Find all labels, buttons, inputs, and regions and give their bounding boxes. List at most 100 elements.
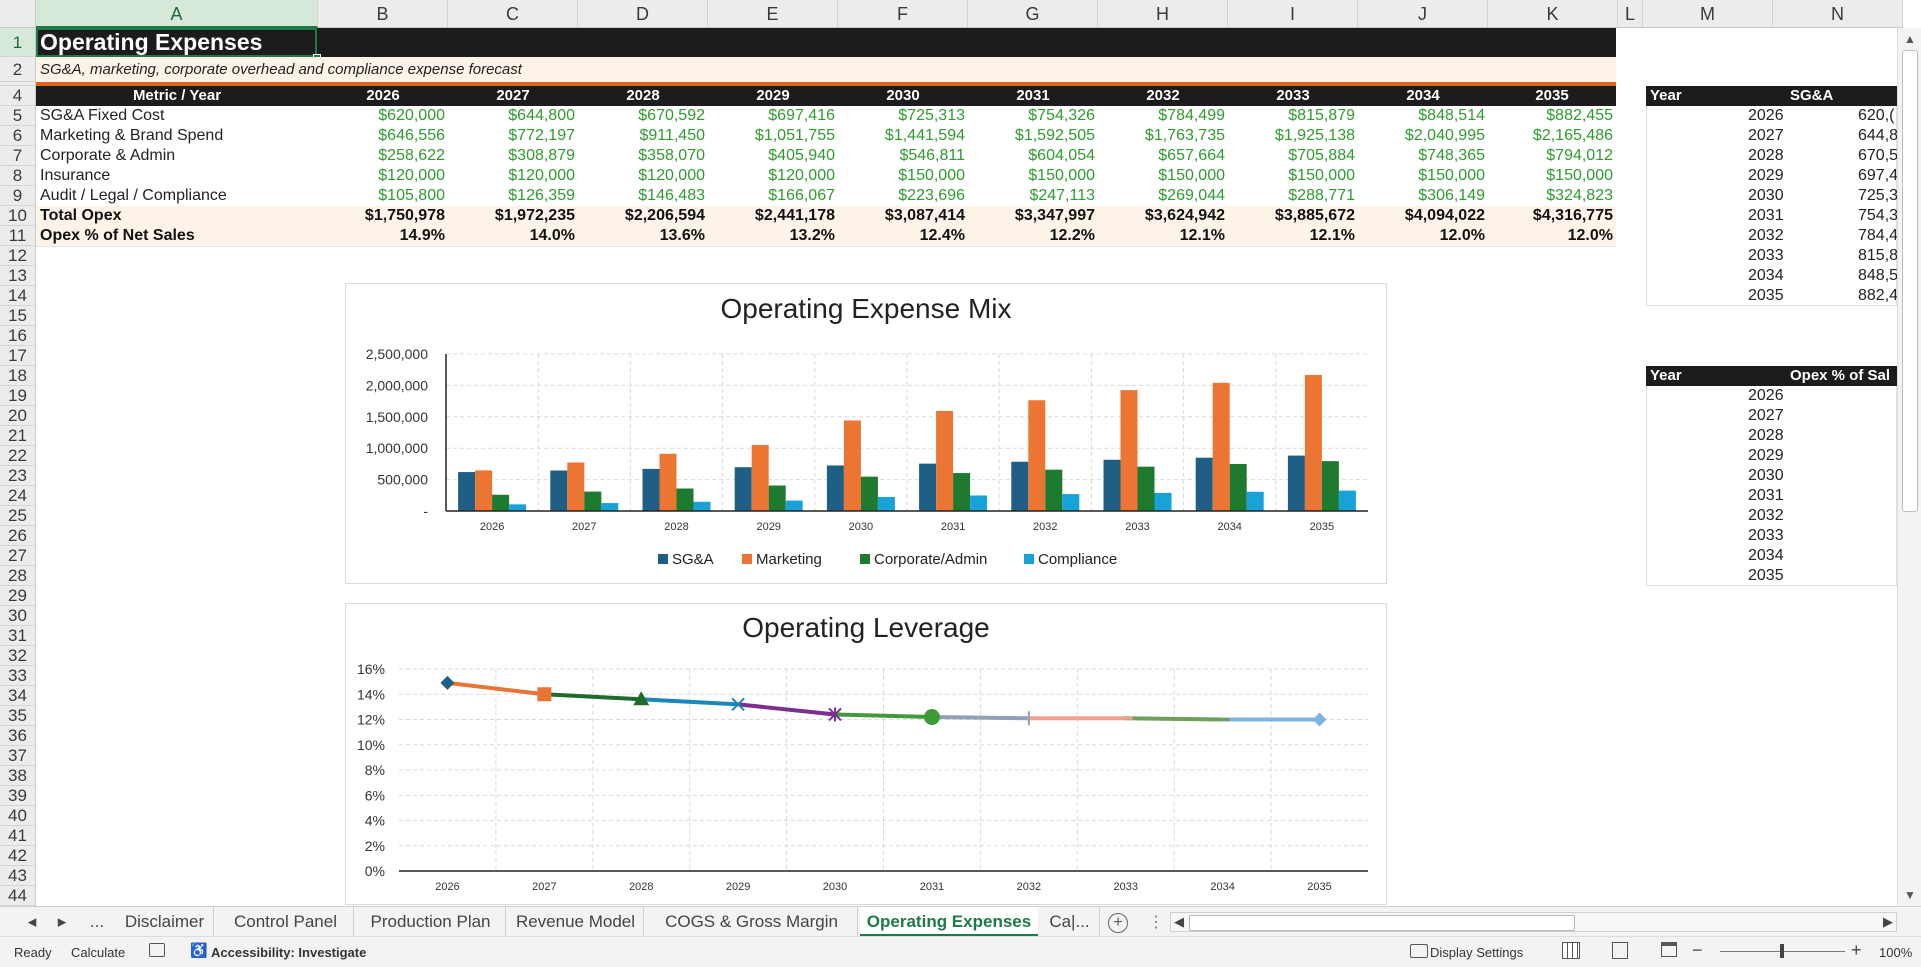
tab-split-handle-icon[interactable]: ⋮ — [1148, 914, 1164, 931]
scroll-thumb[interactable] — [1902, 50, 1918, 512]
bar-corporate-admin-2035 — [1321, 461, 1339, 511]
sheet-tab-disclaimer[interactable]: Disclaimer — [116, 907, 214, 937]
row-header-14[interactable]: 14 — [0, 286, 36, 306]
page-layout-view-icon[interactable] — [1612, 942, 1628, 959]
column-header-b[interactable]: B — [318, 0, 448, 28]
row-header-1[interactable]: 1 — [0, 28, 36, 57]
macro-record-icon[interactable] — [149, 943, 165, 957]
column-header-g[interactable]: G — [968, 0, 1098, 28]
row-header-25[interactable]: 25 — [0, 506, 36, 526]
column-header-i[interactable]: I — [1228, 0, 1358, 28]
tab-next-button[interactable]: ▸ — [57, 912, 67, 931]
row-header-18[interactable]: 18 — [0, 366, 36, 386]
sheet-tab-revenue-model[interactable]: Revenue Model — [508, 907, 644, 937]
zoom-slider-thumb[interactable] — [1780, 944, 1784, 958]
row-header-37[interactable]: 37 — [0, 746, 36, 766]
row-header-8[interactable]: 8 — [0, 166, 36, 186]
scroll-right-arrow[interactable]: ▶ — [1883, 914, 1893, 929]
operating-expense-mix-chart[interactable]: Operating Expense Mix - 500,000 1,000,000 1,… — [345, 283, 1387, 584]
scroll-left-arrow[interactable]: ◀ — [1174, 914, 1184, 929]
row-header-32[interactable]: 32 — [0, 646, 36, 666]
row-header-40[interactable]: 40 — [0, 806, 36, 826]
add-sheet-icon[interactable]: + — [1108, 913, 1128, 933]
row-header-9[interactable]: 9 — [0, 186, 36, 206]
row-header-17[interactable]: 17 — [0, 346, 36, 366]
table-value-cell: $120,000 — [508, 167, 575, 184]
vertical-scrollbar[interactable]: ▲ ▼ — [1897, 28, 1921, 906]
row-header-10[interactable]: 10 — [0, 206, 36, 226]
zoom-level[interactable]: 100% — [1879, 945, 1913, 960]
sheet-tab-production-plan[interactable]: Production Plan — [356, 907, 506, 937]
row-header-34[interactable]: 34 — [0, 686, 36, 706]
sheet-tab-ca[interactable]: Ca|... — [1040, 907, 1100, 937]
row-header-31[interactable]: 31 — [0, 626, 36, 646]
selected-cell-a1[interactable] — [36, 28, 317, 57]
row-header-28[interactable]: 28 — [0, 566, 36, 586]
row-header-13[interactable]: 13 — [0, 266, 36, 286]
row-header-2[interactable]: 2 — [0, 57, 36, 82]
sheet-tab-control-panel[interactable]: Control Panel — [218, 907, 354, 937]
row-header-27[interactable]: 27 — [0, 546, 36, 566]
row-header-23[interactable]: 23 — [0, 466, 36, 486]
row-header-6[interactable]: 6 — [0, 126, 36, 146]
scroll-down-arrow[interactable]: ▼ — [1904, 888, 1916, 902]
row-header-20[interactable]: 20 — [0, 406, 36, 426]
row-header-42[interactable]: 42 — [0, 846, 36, 866]
row-header-29[interactable]: 29 — [0, 586, 36, 606]
column-header-c[interactable]: C — [448, 0, 578, 28]
row-header-24[interactable]: 24 — [0, 486, 36, 506]
row-header-3[interactable]: 3 — [0, 82, 36, 86]
row-header-36[interactable]: 36 — [0, 726, 36, 746]
column-header-l[interactable]: L — [1618, 0, 1643, 28]
row-header-26[interactable]: 26 — [0, 526, 36, 546]
accessibility-icon[interactable]: ♿ — [190, 942, 208, 958]
row-header-43[interactable]: 43 — [0, 866, 36, 886]
display-settings-icon[interactable] — [1410, 944, 1428, 958]
normal-view-icon[interactable] — [1562, 942, 1580, 959]
tab-prev-button[interactable]: ◂ — [27, 912, 37, 931]
sheet-tab-cogs-gross-margin[interactable]: COGS & Gross Margin — [646, 907, 858, 937]
row-header-12[interactable]: 12 — [0, 246, 36, 266]
column-header-e[interactable]: E — [708, 0, 838, 28]
row-header-44[interactable]: 44 — [0, 886, 36, 906]
column-header-d[interactable]: D — [578, 0, 708, 28]
horizontal-scrollbar[interactable]: ◀ ▶ — [1170, 912, 1897, 932]
row-header-11[interactable]: 11 — [0, 226, 36, 246]
row-header-41[interactable]: 41 — [0, 826, 36, 846]
marker-2029 — [731, 697, 745, 712]
scroll-up-arrow[interactable]: ▲ — [1904, 32, 1916, 46]
row-header-38[interactable]: 38 — [0, 766, 36, 786]
status-accessibility[interactable]: Accessibility: Investigate — [211, 945, 367, 960]
column-header-h[interactable]: H — [1098, 0, 1228, 28]
table-value-cell: $105,800 — [378, 187, 445, 204]
tab-more-button[interactable]: ... — [89, 912, 105, 931]
row-header-22[interactable]: 22 — [0, 446, 36, 466]
operating-leverage-chart[interactable]: Operating Leverage 0% 2% 4% 6% 8% 10% 12% 14% 16%… — [345, 603, 1387, 905]
row-header-39[interactable]: 39 — [0, 786, 36, 806]
row-header-16[interactable]: 16 — [0, 326, 36, 346]
sheet-tab-operating-expenses[interactable]: Operating Expenses — [860, 907, 1038, 937]
row-header-19[interactable]: 19 — [0, 386, 36, 406]
row-header-15[interactable]: 15 — [0, 306, 36, 326]
row-header-33[interactable]: 33 — [0, 666, 36, 686]
column-header-j[interactable]: J — [1358, 0, 1488, 28]
zoom-out-button[interactable]: − — [1692, 940, 1703, 960]
zoom-in-button[interactable]: + — [1851, 940, 1862, 960]
row-header-5[interactable]: 5 — [0, 106, 36, 126]
h-scroll-thumb[interactable] — [1189, 915, 1575, 931]
column-header-n[interactable]: N — [1773, 0, 1903, 28]
row-header-21[interactable]: 21 — [0, 426, 36, 446]
select-all-corner[interactable] — [0, 0, 36, 28]
status-calculate[interactable]: Calculate — [71, 945, 126, 960]
column-header-a[interactable]: A — [36, 0, 318, 28]
column-header-m[interactable]: M — [1643, 0, 1773, 28]
row-header-4[interactable]: 4 — [0, 86, 36, 106]
column-header-k[interactable]: K — [1488, 0, 1618, 28]
row-header-30[interactable]: 30 — [0, 606, 36, 626]
row-header-35[interactable]: 35 — [0, 706, 36, 726]
column-header-f[interactable]: F — [838, 0, 968, 28]
row-header-7[interactable]: 7 — [0, 146, 36, 166]
page-break-view-icon[interactable] — [1661, 942, 1677, 957]
x-tick-label: 2031 — [920, 881, 944, 893]
display-settings[interactable]: Display Settings — [1430, 945, 1524, 960]
